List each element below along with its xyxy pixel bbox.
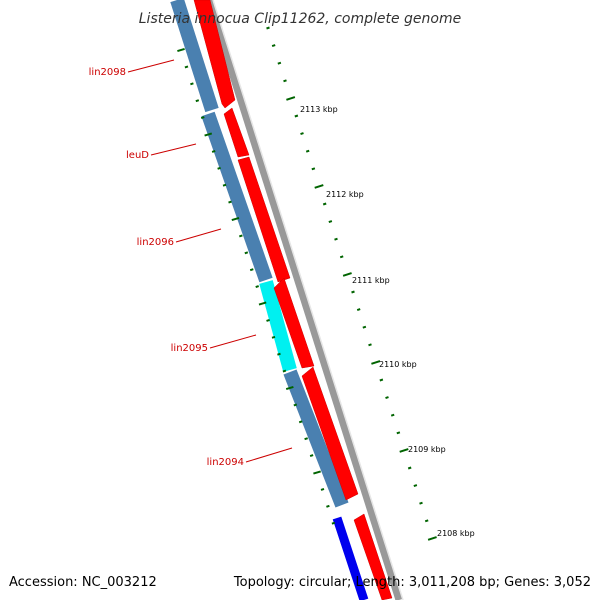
minor-tick — [305, 149, 310, 153]
map-title: Listeria innocua Clip11262, complete gen… — [139, 11, 461, 27]
minor-tick — [283, 79, 287, 83]
gene-lin2095-reverse[interactable] — [259, 280, 297, 372]
minor-tick — [331, 521, 336, 525]
minor-tick — [271, 44, 276, 48]
minor-tick — [379, 378, 384, 382]
gene-forward-3[interactable] — [237, 156, 291, 283]
major-tick — [371, 360, 381, 365]
minor-tick — [277, 352, 281, 356]
minor-tick — [282, 369, 287, 373]
major-tick — [427, 536, 437, 541]
minor-tick — [407, 466, 412, 470]
minor-tick — [424, 519, 429, 523]
gene-label-lin2096[interactable]: lin2096 — [137, 237, 174, 248]
minor-tick — [244, 251, 249, 255]
gene-leuD-reverse[interactable] — [201, 111, 273, 283]
minor-tick — [300, 132, 304, 136]
minor-tick — [293, 403, 298, 407]
minor-tick — [311, 167, 316, 171]
major-tick — [286, 96, 296, 101]
major-tick — [258, 301, 267, 306]
gene-label-lin2095[interactable]: lin2095 — [171, 343, 208, 354]
gene-label-leuD[interactable]: leuD — [126, 150, 149, 161]
minor-tick — [322, 202, 327, 206]
gene-lin2094-reverse[interactable] — [283, 369, 349, 508]
minor-tick — [419, 501, 423, 505]
minor-tick — [362, 325, 367, 329]
inner-ticks — [177, 47, 336, 525]
minor-tick — [396, 431, 401, 435]
minor-tick — [249, 268, 254, 272]
minor-tick — [356, 308, 361, 312]
minor-tick — [217, 166, 221, 170]
forward-strand-genes — [193, 0, 393, 600]
gene-forward-4[interactable] — [273, 277, 315, 369]
minor-tick — [271, 335, 276, 339]
minor-tick — [339, 255, 344, 259]
minor-tick — [200, 116, 205, 120]
minor-tick — [413, 484, 418, 488]
major-tick — [204, 132, 213, 137]
tick-label-2108: 2108 kbp — [437, 529, 475, 538]
minor-tick — [328, 220, 333, 224]
gene-label-lin2094[interactable]: lin2094 — [207, 457, 244, 468]
major-tick — [399, 448, 409, 453]
minor-tick — [228, 200, 232, 204]
tick-label-2111: 2111 kbp — [352, 276, 390, 285]
reverse-strand-genes — [170, 0, 369, 600]
gene-label-lin2098[interactable]: lin2098 — [89, 67, 126, 78]
gene-label-lines — [127, 59, 293, 463]
tick-label-2112: 2112 kbp — [326, 190, 364, 199]
minor-tick — [294, 114, 299, 118]
minor-tick — [304, 437, 309, 441]
minor-tick — [320, 487, 325, 491]
major-tick — [231, 216, 240, 222]
minor-tick — [385, 396, 389, 400]
minor-tick — [266, 26, 270, 30]
minor-tick — [351, 290, 355, 294]
minor-tick — [222, 183, 227, 187]
minor-tick — [211, 149, 216, 153]
minor-tick — [368, 343, 372, 347]
major-tick — [314, 184, 324, 189]
tick-label-2110: 2110 kbp — [379, 360, 417, 369]
major-tick — [177, 47, 185, 53]
gene-blue-reverse[interactable] — [332, 516, 369, 600]
minor-tick — [238, 234, 243, 238]
major-tick — [285, 385, 294, 391]
minor-tick — [184, 65, 189, 69]
gene-forward-6[interactable] — [353, 513, 393, 600]
minor-tick — [334, 237, 338, 241]
accession-text: Accession: NC_003212 — [9, 575, 157, 590]
minor-tick — [298, 420, 303, 424]
major-tick — [313, 470, 321, 475]
gene-lin2098-reverse[interactable] — [170, 0, 219, 113]
minor-tick — [195, 99, 200, 103]
gene-forward-2[interactable] — [223, 107, 250, 158]
major-tick — [342, 272, 352, 277]
tick-label-2109: 2109 kbp — [408, 445, 446, 454]
minor-tick — [390, 413, 395, 417]
minor-tick — [277, 61, 282, 65]
tick-label-2113: 2113 kbp — [300, 105, 338, 114]
minor-tick — [266, 318, 270, 322]
backbone — [205, 0, 404, 600]
gene-forward-1[interactable] — [193, 0, 236, 109]
gene-forward-5[interactable] — [301, 366, 359, 501]
minor-tick — [309, 454, 314, 458]
minor-tick — [255, 285, 260, 289]
minor-tick — [190, 82, 194, 86]
genome-summary-text: Topology: circular; Length: 3,011,208 bp… — [233, 575, 591, 590]
minor-tick — [326, 504, 330, 508]
outer-ticks — [266, 26, 437, 541]
